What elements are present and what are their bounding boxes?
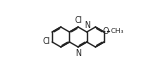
Text: N: N xyxy=(75,49,81,58)
Text: O: O xyxy=(103,27,109,36)
Text: Cl: Cl xyxy=(74,16,82,25)
Text: CH₃: CH₃ xyxy=(111,28,124,34)
Text: N: N xyxy=(84,21,90,30)
Text: Cl: Cl xyxy=(43,38,51,46)
